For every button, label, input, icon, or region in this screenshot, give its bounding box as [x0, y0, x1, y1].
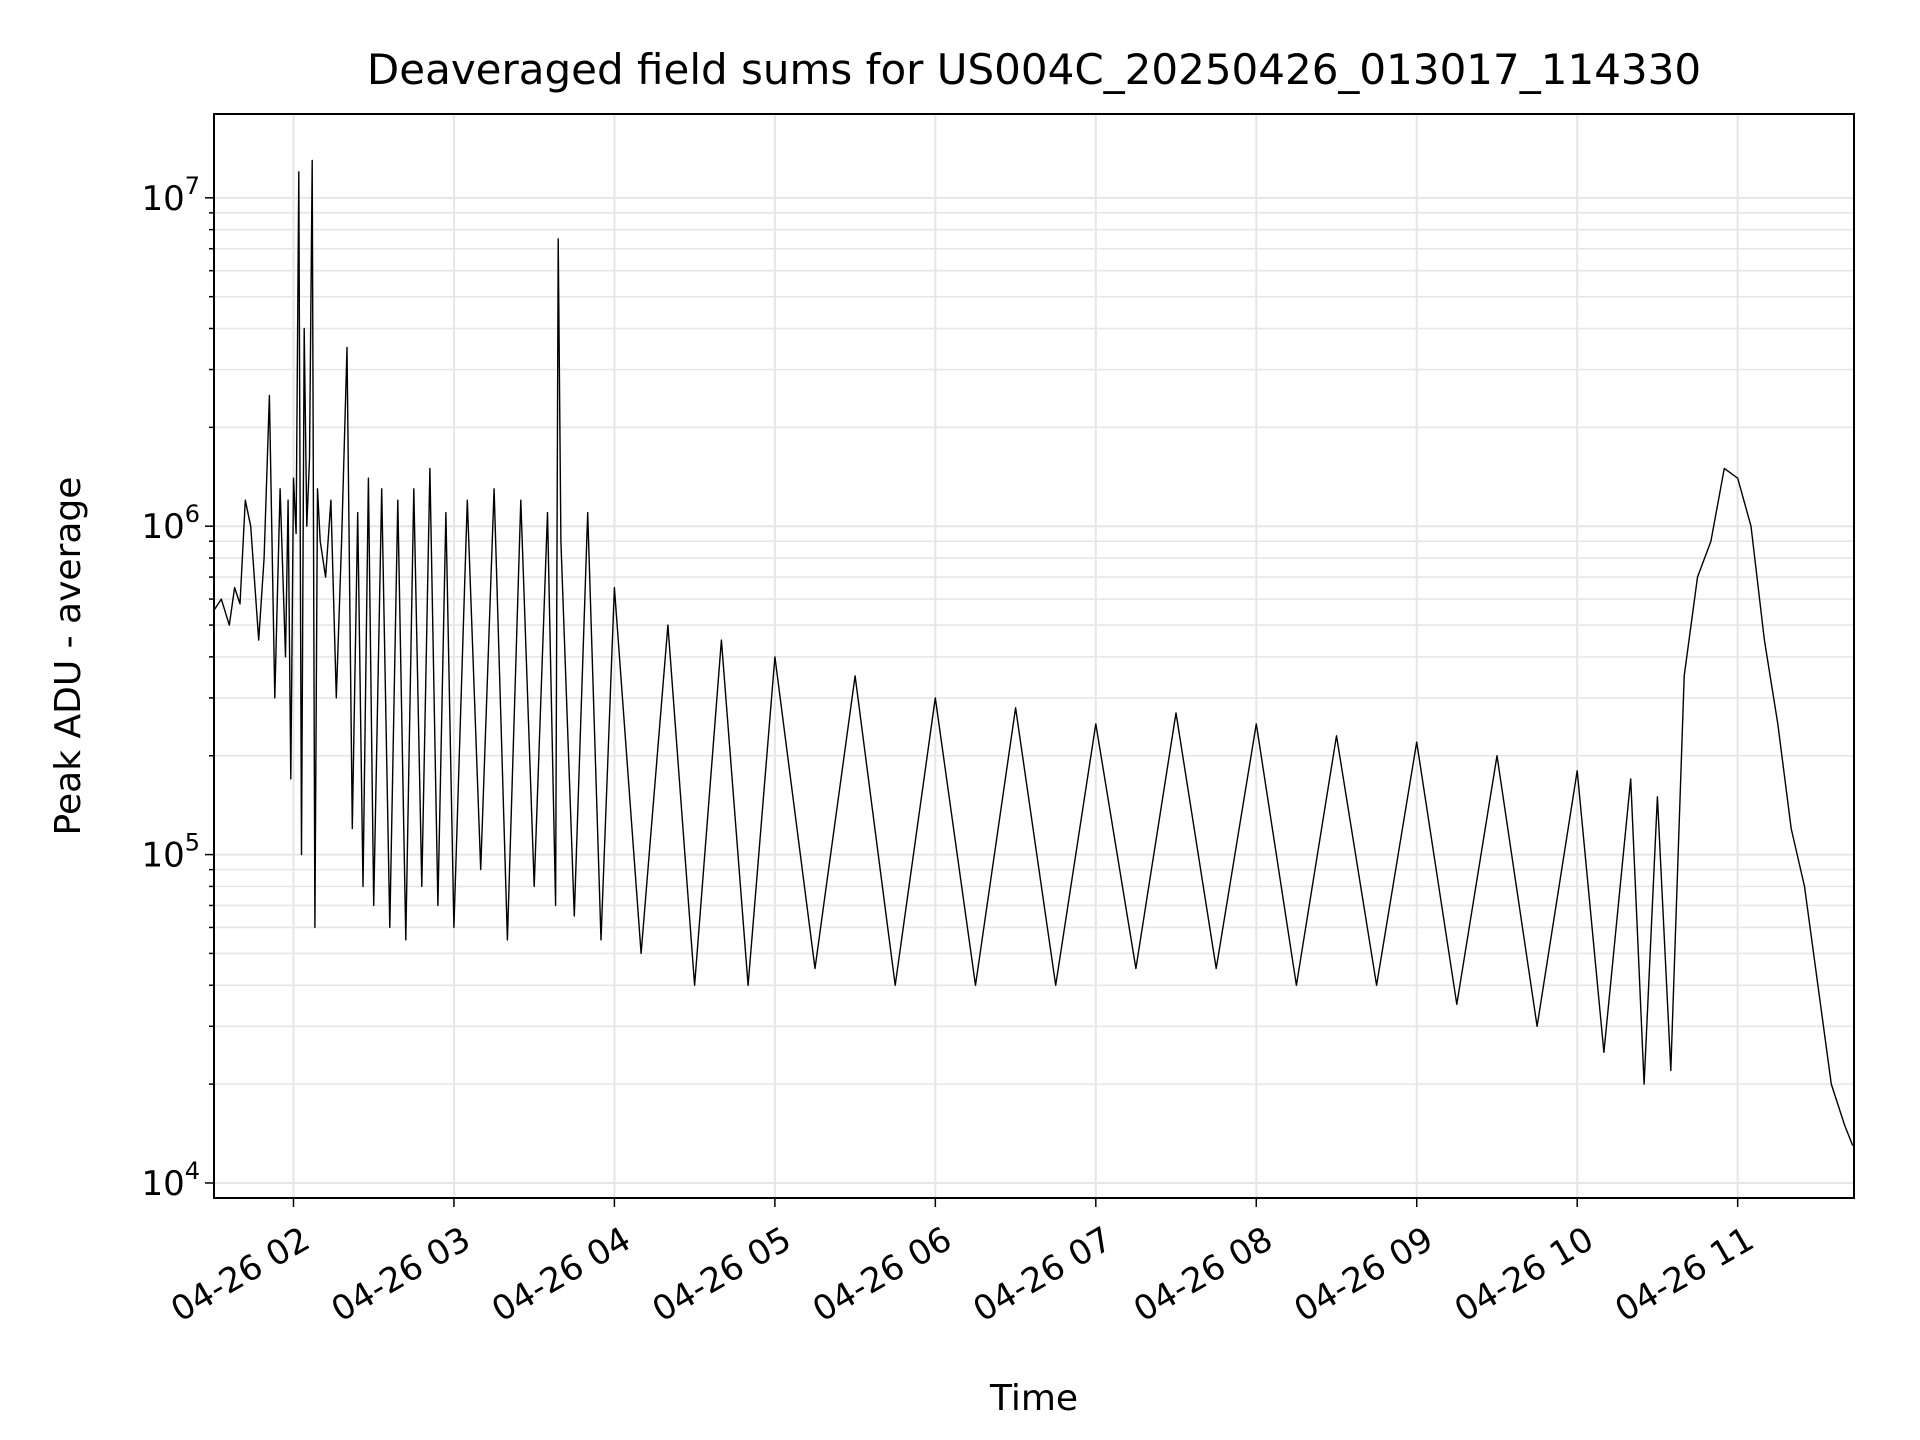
- series-group: [212, 159, 1854, 1146]
- chart-title: Deaveraged field sums for US004C_2025042…: [367, 45, 1701, 94]
- y-tick-label: 107: [141, 172, 200, 219]
- y-tick-label: 104: [141, 1157, 200, 1204]
- y-tick-exponent: 5: [185, 829, 200, 857]
- y-tick-label: 105: [141, 829, 200, 876]
- y-tick-exponent: 7: [185, 172, 200, 200]
- plot-frame: [213, 113, 1855, 1199]
- y-tick-base: 10: [141, 836, 184, 876]
- y-axis-label: Peak ADU - average: [48, 477, 89, 836]
- y-tick-exponent: 6: [185, 500, 200, 528]
- series-line: [212, 159, 1854, 1146]
- y-tick-base: 10: [141, 1164, 184, 1204]
- y-tick-exponent: 4: [185, 1157, 200, 1185]
- y-tick-base: 10: [141, 507, 184, 547]
- y-tick-label: 106: [141, 500, 200, 547]
- x-axis-label: Time: [989, 1378, 1078, 1419]
- grid: [214, 114, 1854, 1198]
- y-tick-base: 10: [141, 179, 184, 219]
